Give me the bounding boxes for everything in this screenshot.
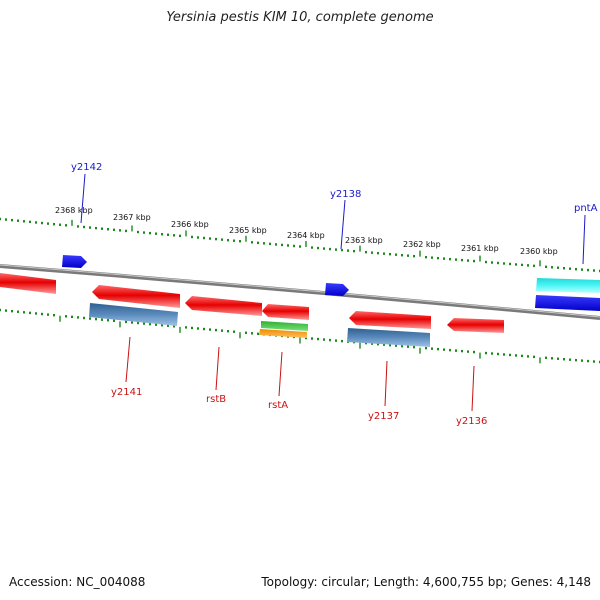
bottom-gene-labels: y2141 rstB rstA y2137 y2136: [111, 336, 487, 427]
gene-rstA[interactable]: [262, 304, 309, 320]
genome-summary-text: Topology: circular; Length: 4,600,755 bp…: [261, 575, 591, 589]
lower-scale-ticks: [0, 308, 600, 364]
gene-label-y2141[interactable]: y2141: [111, 387, 142, 398]
scale-label: 2363 kbp: [345, 236, 383, 245]
leader-line: [471, 365, 475, 412]
leader-line: [278, 351, 283, 397]
gene-rstB[interactable]: [185, 296, 262, 316]
scale-label: 2360 kbp: [520, 247, 558, 256]
gene-rstA-domain-green: [261, 321, 308, 331]
leader-line: [80, 173, 86, 224]
leader-line: [582, 214, 586, 265]
gene-y2138[interactable]: [325, 283, 349, 296]
scale-label: 2362 kbp: [403, 240, 441, 249]
leader-line: [384, 360, 388, 407]
leader-line: [340, 199, 346, 250]
gene-label-y2138[interactable]: y2138: [330, 189, 361, 200]
gene-label-y2137[interactable]: y2137: [368, 411, 399, 422]
gene-label-y2136[interactable]: y2136: [456, 416, 487, 427]
gene-rstA-domain-orange: [259, 329, 307, 338]
gene-label-rstA[interactable]: rstA: [268, 400, 288, 411]
page-title: Yersinia pestis KIM 10, complete genome: [166, 10, 434, 25]
scale-label: 2364 kbp: [287, 231, 325, 240]
scale-label: 2365 kbp: [229, 226, 267, 235]
scale-label: 2367 kbp: [113, 213, 151, 222]
leader-line: [215, 346, 220, 391]
accession-text: Accession: NC_004088: [9, 575, 146, 589]
top-gene-labels: y2142 y2138 pntA: [71, 162, 598, 265]
leader-line: [125, 336, 131, 383]
gene-label-rstB[interactable]: rstB: [206, 394, 226, 405]
gene-y2141-cds: [89, 303, 178, 326]
gene-y2137-cds: [347, 328, 430, 347]
genome-backbone: [0, 264, 600, 320]
scale-labels: 2368 kbp 2367 kbp 2366 kbp 2365 kbp 2364…: [55, 206, 558, 256]
gene-left-edge[interactable]: [0, 273, 56, 294]
gene-label-pntA[interactable]: pntA: [574, 203, 598, 214]
gene-y2142[interactable]: [62, 255, 87, 268]
gene-y2136[interactable]: [447, 318, 504, 333]
gene-label-y2142[interactable]: y2142: [71, 162, 102, 173]
genome-backbone-highlight: [0, 264, 600, 318]
upper-scale-ticks: [0, 217, 600, 273]
gene-pntA[interactable]: [536, 278, 600, 293]
gene-pntA-cds: [535, 295, 600, 311]
scale-label: 2368 kbp: [55, 206, 93, 215]
gene-y2141[interactable]: [92, 285, 180, 308]
gene-y2137[interactable]: [349, 311, 431, 329]
scale-label: 2361 kbp: [461, 244, 499, 253]
scale-label: 2366 kbp: [171, 220, 209, 229]
